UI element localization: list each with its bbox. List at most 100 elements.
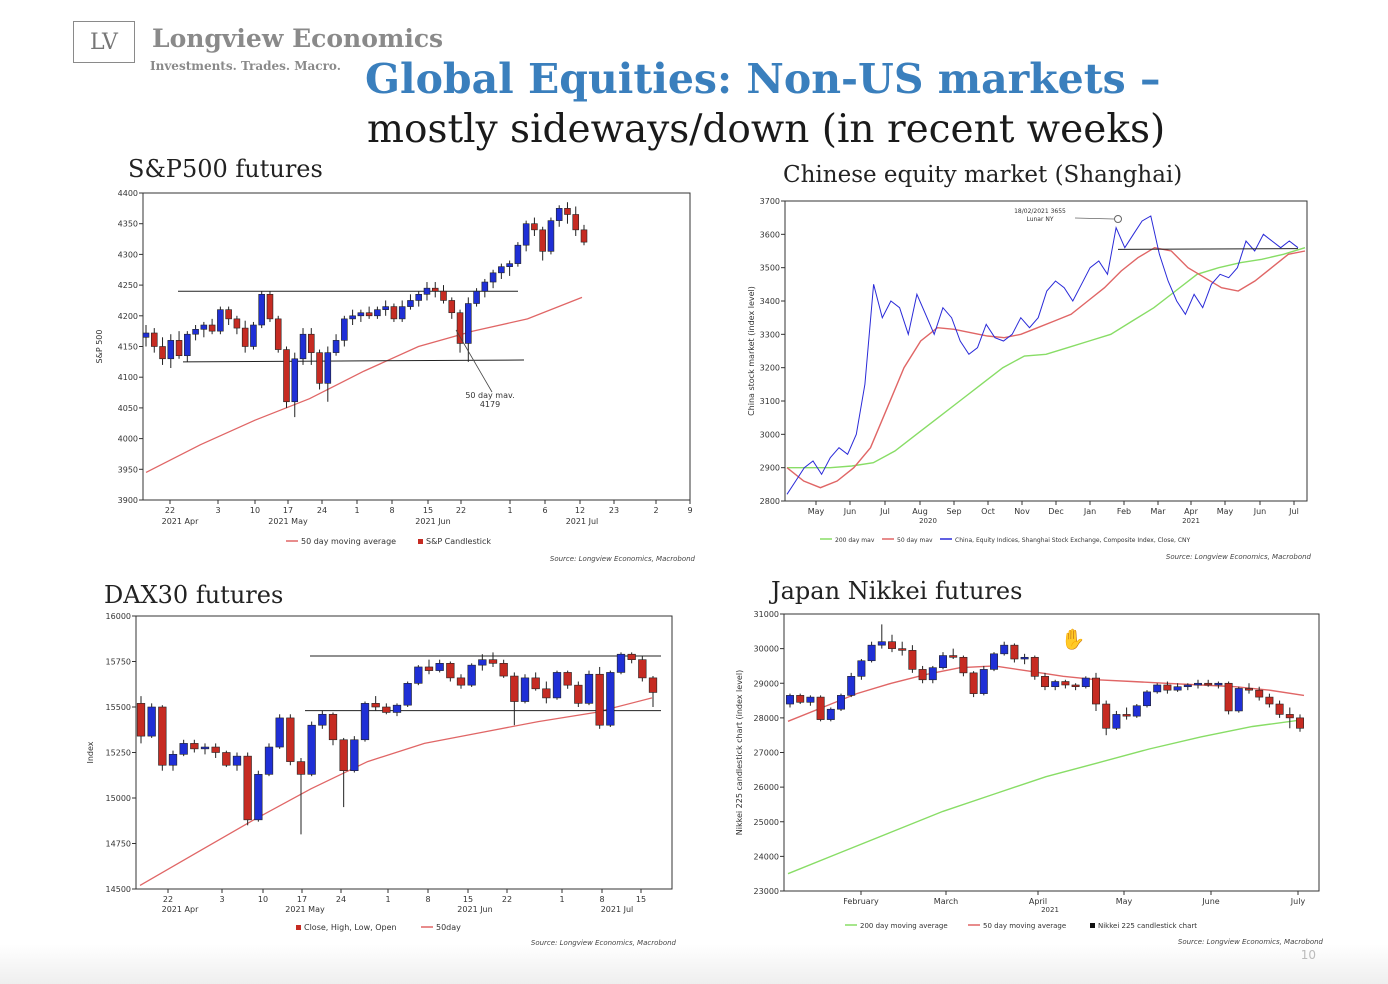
shanghai-xyear-label: 2021 xyxy=(1182,517,1200,525)
dax-candle-body xyxy=(200,746,210,750)
nikkei-xtick-label: February xyxy=(843,897,879,906)
sp500-candle-body xyxy=(225,309,232,320)
dax-candle-body xyxy=(211,746,220,753)
dax-candle-body xyxy=(467,664,476,686)
sp500-legend-candles-swatch xyxy=(418,539,423,544)
nikkei-candle-body xyxy=(1081,677,1090,688)
dax-xgroup-label: 2021 May xyxy=(285,905,325,914)
sp500-candle-body xyxy=(572,214,580,231)
dax-candle-body xyxy=(190,743,199,750)
nikkei-ytick-label: 30000 xyxy=(754,645,779,654)
dax-xgroup-label: 2021 Jun xyxy=(457,905,492,914)
dax-ylabel: Index xyxy=(86,741,95,763)
sp500-xgroup-label: 2021 Jul xyxy=(566,517,599,526)
sp500-candle-body xyxy=(291,358,299,403)
nikkei-candle-body xyxy=(979,669,988,694)
sp500-candle-body xyxy=(448,300,456,314)
sp500-candle-body xyxy=(308,333,315,353)
dax-candle-body xyxy=(414,666,423,684)
shanghai-trend-line xyxy=(1117,248,1299,250)
dax-legend-candles-swatch xyxy=(296,925,301,930)
nikkei-candle-body xyxy=(1071,684,1080,688)
dax-candle-body xyxy=(254,774,263,821)
dax-ytick-label: 14500 xyxy=(106,885,131,894)
shanghai-annotation-sub: Lunar NY xyxy=(1026,216,1053,223)
dax-candle-body xyxy=(520,677,530,702)
sp500-ytick-label: 4300 xyxy=(118,250,138,259)
shanghai-ylabel: China stock market (index level) xyxy=(747,286,756,416)
sp500-candle-body xyxy=(580,229,588,243)
dax-xtick-label: 22 xyxy=(163,895,173,904)
dax-candle-body xyxy=(606,672,615,726)
dax-candle-body xyxy=(478,659,487,666)
sp500-candle-body xyxy=(390,306,398,320)
sp500-candle-body xyxy=(299,333,307,360)
sp500-candle-body xyxy=(489,272,497,283)
nikkei-candle-body xyxy=(816,696,825,720)
shanghai-ytick-label: 3700 xyxy=(760,197,780,206)
nikkei-candle-body xyxy=(1275,703,1284,715)
company-name: Longview Economics xyxy=(152,24,444,53)
nikkei-candle-body xyxy=(1163,684,1172,691)
nikkei-candle-body xyxy=(1000,644,1009,655)
nikkei-candle-body xyxy=(918,669,927,681)
nikkei-legend-ma200-label: 200 day moving average xyxy=(860,922,948,930)
sp500-candle-body xyxy=(564,208,571,215)
shanghai-ytick-label: 3400 xyxy=(760,297,780,306)
hand-cursor-icon: ✋ xyxy=(1061,627,1086,651)
dax-candle-body xyxy=(510,675,519,702)
sp500-xtick-label: 17 xyxy=(283,506,293,515)
sp500-panel-title: S&P500 futures xyxy=(128,155,323,183)
nikkei-candle-body xyxy=(1061,681,1070,686)
dax-xtick-label: 3 xyxy=(219,895,224,904)
sp500-candle-body xyxy=(555,208,563,221)
shanghai-ytick-label: 2800 xyxy=(760,497,780,506)
dax-candle-body xyxy=(446,663,455,679)
dax-candle-body xyxy=(275,717,284,748)
nikkei-xtick-label: March xyxy=(934,897,958,906)
dax-candle-body xyxy=(552,672,562,699)
dax-candle-body xyxy=(648,677,658,693)
shanghai-panel-title: Chinese equity market (Shanghai) xyxy=(783,162,1183,188)
sp500-candle-body xyxy=(514,244,522,264)
nikkei-candle-body xyxy=(1122,714,1131,717)
nikkei-ytick-label: 26000 xyxy=(754,783,779,792)
slide-title: Global Equities: Non-US markets – xyxy=(365,55,1161,103)
sp500-candle-body xyxy=(498,266,505,274)
nikkei-ytick-label: 29000 xyxy=(754,679,779,688)
sp500-xgroup-label: 2021 Jun xyxy=(415,517,450,526)
sp500-ytick-label: 4100 xyxy=(118,373,138,382)
sp500-ytick-label: 4050 xyxy=(118,404,138,413)
nikkei-candle-body xyxy=(867,644,876,662)
nikkei-candle-body xyxy=(1020,656,1029,660)
sp500-ylabel: S&P 500 xyxy=(95,330,104,364)
nikkei-candle-body xyxy=(826,708,835,720)
nikkei-candle-body xyxy=(1194,682,1202,686)
dax-candle-body xyxy=(382,706,391,713)
sp500-xtick-label: 2 xyxy=(653,506,658,515)
nikkei-candle-body xyxy=(1285,714,1294,719)
sp500-xgroup-label: 2021 Apr xyxy=(162,517,199,526)
nikkei-ma200-line xyxy=(787,718,1305,875)
nikkei-xtick-label: May xyxy=(1116,897,1133,906)
sp500-candle-body xyxy=(374,309,381,317)
shanghai-annotation-label: 18/02/2021 3655 xyxy=(1014,208,1066,215)
company-tagline: Investments. Trades. Macro. xyxy=(150,59,341,73)
nikkei-candle-body xyxy=(847,676,856,696)
shanghai-legend-index-label: China, Equity Indices, Shanghai Stock Ex… xyxy=(955,537,1191,544)
dax-ytick-label: 15750 xyxy=(106,658,131,667)
dax-candle-body xyxy=(286,717,295,762)
shanghai-ytick-label: 2900 xyxy=(760,464,780,473)
shanghai-legend-ma200-label: 200 day mav xyxy=(835,537,875,544)
sp500-candle-body xyxy=(150,332,158,347)
nikkei-candle-body xyxy=(1153,684,1162,693)
dax-xtick-label: 1 xyxy=(559,895,564,904)
shanghai-price-line xyxy=(786,215,1299,495)
shanghai-xtick-label: Jan xyxy=(1083,507,1096,516)
dax-candle-body xyxy=(296,761,306,775)
sp500-candle-body xyxy=(539,229,546,252)
nikkei-ytick-label: 25000 xyxy=(754,818,779,827)
sp500-ytick-label: 4200 xyxy=(118,312,138,321)
dax-xtick-label: 8 xyxy=(425,895,430,904)
shanghai-xtick-label: Sep xyxy=(946,507,961,516)
